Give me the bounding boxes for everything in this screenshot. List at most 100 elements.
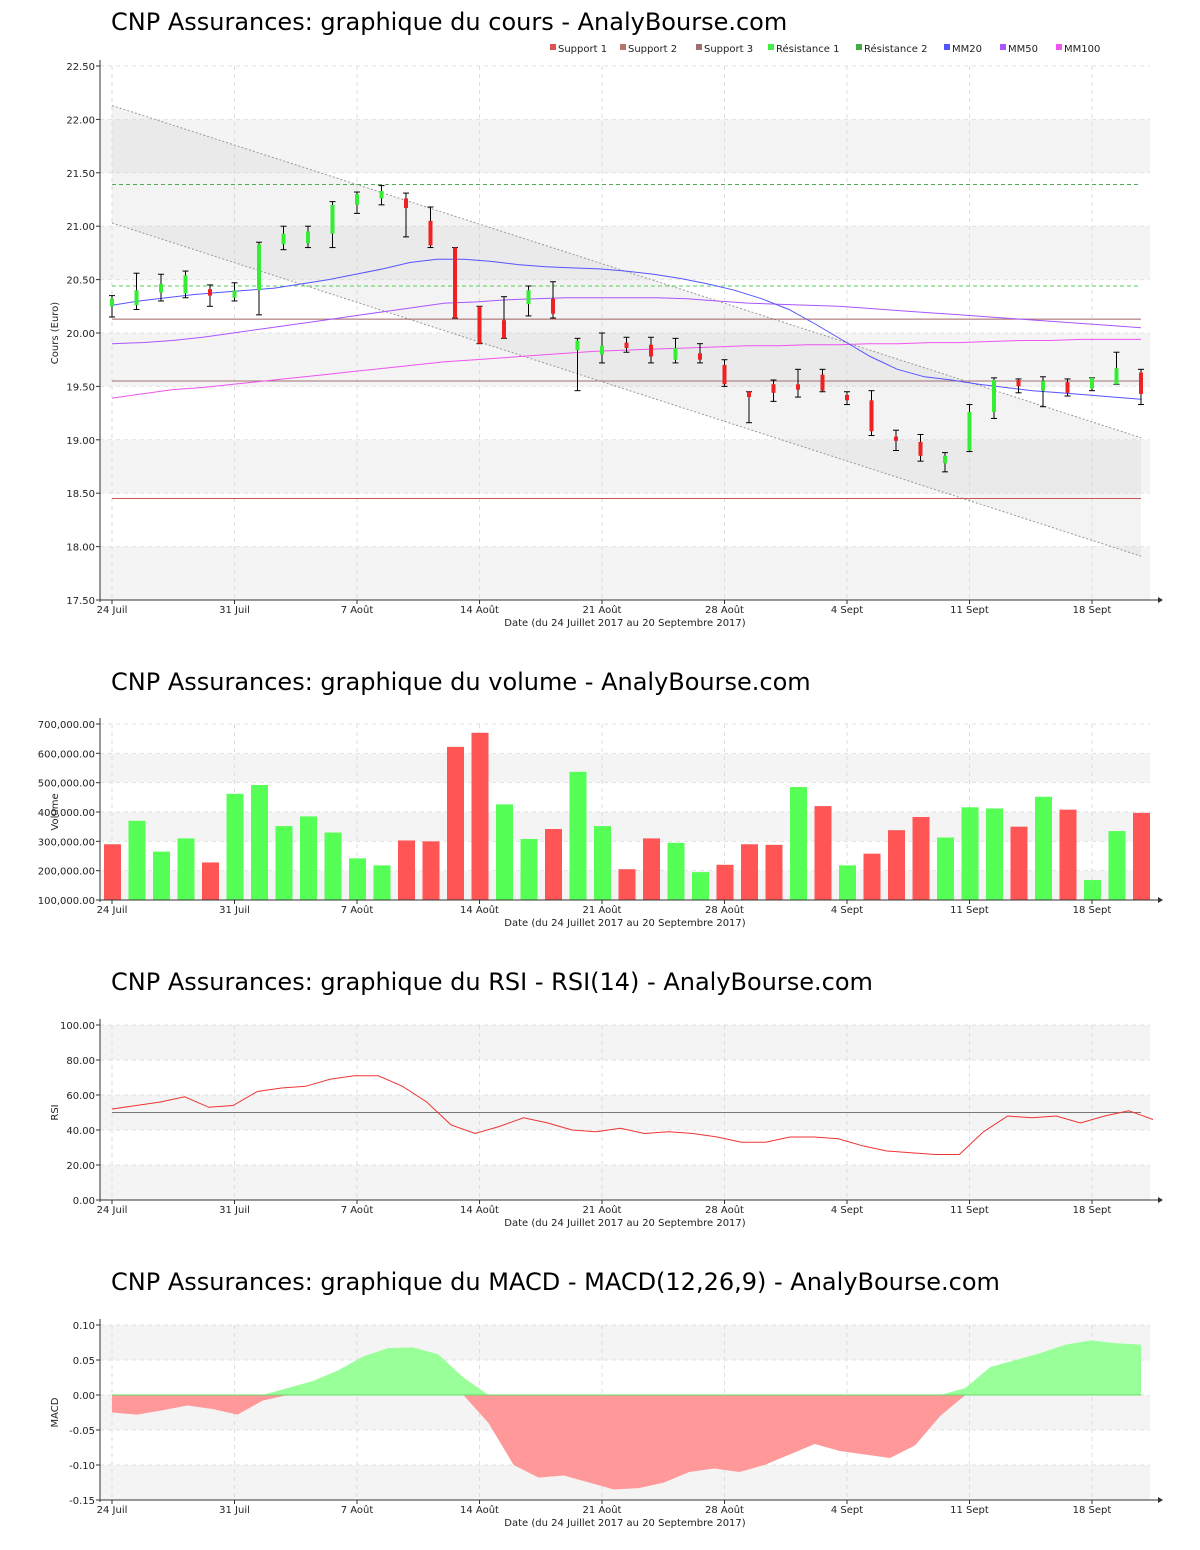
y-tick-label: -0.15 bbox=[69, 1496, 95, 1507]
y-tick-label: -0.10 bbox=[69, 1461, 95, 1472]
x-tick-label: 18 Sept bbox=[1073, 1205, 1112, 1216]
candle-body bbox=[232, 290, 237, 298]
candle-body bbox=[477, 306, 482, 344]
candle-body bbox=[110, 298, 114, 307]
x-tick-label: 21 Août bbox=[583, 1504, 622, 1516]
candle-body bbox=[820, 374, 825, 391]
x-tick-label: 31 Juil bbox=[219, 905, 250, 916]
x-tick-label: 31 Juil bbox=[219, 605, 250, 616]
volume-bar bbox=[814, 806, 832, 900]
volume-bar bbox=[863, 853, 881, 900]
y-tick-label: 200,000.00 bbox=[38, 867, 95, 878]
x-axis-arrow bbox=[1158, 1497, 1163, 1503]
candle-body bbox=[771, 384, 776, 393]
legend-swatch bbox=[620, 44, 626, 50]
volume-bar bbox=[765, 844, 783, 900]
volume-bar bbox=[1133, 812, 1150, 900]
candle-body bbox=[649, 344, 653, 357]
grid-band bbox=[100, 119, 1150, 173]
legend-label: Support 3 bbox=[704, 44, 753, 55]
volume-bar bbox=[128, 820, 146, 900]
x-tick-label: 14 Août bbox=[460, 904, 499, 916]
x-tick-label: 14 Août bbox=[460, 1504, 499, 1516]
x-axis-title: Date (du 24 Juillet 2017 au 20 Septembre… bbox=[504, 918, 745, 929]
x-tick-label: 14 Août bbox=[460, 604, 499, 616]
x-tick-label: 28 Août bbox=[705, 1504, 744, 1516]
volume-bar bbox=[1035, 796, 1052, 900]
legend-swatch bbox=[550, 44, 556, 50]
legend-label: MM100 bbox=[1064, 44, 1100, 55]
x-tick-label: 21 Août bbox=[583, 904, 622, 916]
y-tick-label: 300,000.00 bbox=[38, 837, 95, 848]
x-tick-label: 31 Juil bbox=[219, 1205, 250, 1216]
macd-chart-title: CNP Assurances: graphique du MACD - MACD… bbox=[111, 1268, 1000, 1296]
volume-bar bbox=[349, 858, 366, 900]
y-tick-label: 400,000.00 bbox=[38, 808, 95, 819]
x-tick-label: 28 Août bbox=[705, 904, 744, 916]
y-axis-title: Volume bbox=[50, 793, 61, 830]
candle-body bbox=[159, 283, 163, 293]
candle-body bbox=[208, 289, 212, 296]
legend-label: Résistance 1 bbox=[776, 43, 839, 55]
y-tick-label: 0.00 bbox=[73, 1196, 95, 1207]
volume-bar bbox=[104, 844, 121, 900]
candle-body bbox=[894, 436, 898, 441]
x-tick-label: 7 Août bbox=[341, 1504, 374, 1516]
x-axis-arrow bbox=[1158, 597, 1163, 603]
price-chart: Support 1 Support 2 Support 3 Résistance 1 R… bbox=[50, 43, 1163, 629]
x-tick-label: 24 Juil bbox=[97, 1505, 128, 1516]
y-tick-label: 19.00 bbox=[66, 436, 95, 447]
x-tick-label: 24 Juil bbox=[97, 605, 128, 616]
rsi-chart: 0.00 20.00 40.00 60.00 80.00 100.00 24 Juil 31 … bbox=[50, 1019, 1163, 1229]
x-tick-label: 7 Août bbox=[341, 604, 374, 616]
price-chart-title: CNP Assurances: graphique du cours - Ana… bbox=[111, 8, 788, 36]
candle-body bbox=[918, 441, 923, 456]
y-axis-title: MACD bbox=[50, 1397, 61, 1427]
volume-bar bbox=[692, 872, 709, 900]
candle-body bbox=[453, 247, 457, 319]
y-tick-label: 0.05 bbox=[73, 1356, 95, 1367]
y-tick-label: 0.00 bbox=[73, 1391, 95, 1402]
rsi-chart-title: CNP Assurances: graphique du RSI - RSI(1… bbox=[111, 968, 873, 996]
rsi-chart-panel: CNP Assurances: graphique du RSI - RSI(1… bbox=[0, 960, 1200, 1240]
y-tick-label: 22.50 bbox=[66, 62, 95, 73]
candle-body bbox=[698, 353, 702, 360]
volume-bar bbox=[716, 864, 734, 900]
x-tick-label: 24 Juil bbox=[97, 905, 128, 916]
candle-body bbox=[330, 204, 335, 234]
grid-band bbox=[100, 1325, 1150, 1360]
candle-body bbox=[869, 400, 874, 432]
candle-body bbox=[1114, 368, 1119, 385]
grid-band bbox=[100, 1025, 1150, 1060]
trend-channel bbox=[112, 105, 1141, 557]
volume-chart-title: CNP Assurances: graphique du volume - An… bbox=[111, 668, 811, 696]
volume-bar bbox=[667, 842, 685, 900]
candle-body bbox=[722, 365, 727, 385]
legend-label: Résistance 2 bbox=[864, 43, 927, 55]
y-tick-label: 21.00 bbox=[66, 222, 95, 233]
price-chart-panel: CNP Assurances: graphique du cours - Ana… bbox=[0, 0, 1200, 640]
legend-swatch bbox=[1000, 44, 1006, 50]
legend-label: Support 1 bbox=[558, 44, 607, 55]
grid-band bbox=[100, 1165, 1150, 1200]
y-tick-label: 21.50 bbox=[66, 169, 95, 180]
candle-body bbox=[1139, 372, 1143, 394]
candle-body bbox=[1090, 377, 1094, 389]
candle-body bbox=[134, 290, 139, 306]
candle-body bbox=[992, 379, 996, 413]
volume-bar bbox=[1108, 831, 1126, 900]
volume-bar bbox=[839, 865, 856, 900]
candle-body bbox=[673, 347, 678, 360]
y-tick-label: 40.00 bbox=[66, 1126, 95, 1137]
volume-bar bbox=[373, 865, 391, 900]
y-tick-label: 18.00 bbox=[66, 543, 95, 554]
volume-bar bbox=[471, 732, 489, 900]
x-tick-label: 11 Sept bbox=[950, 1505, 989, 1516]
candle-body bbox=[355, 194, 359, 205]
x-tick-label: 7 Août bbox=[341, 904, 374, 916]
volume-bar bbox=[496, 804, 513, 900]
y-tick-label: 19.50 bbox=[66, 382, 95, 393]
x-axis-arrow bbox=[1158, 1197, 1163, 1203]
volume-bar bbox=[961, 807, 979, 900]
legend-label: MM50 bbox=[1008, 44, 1038, 55]
